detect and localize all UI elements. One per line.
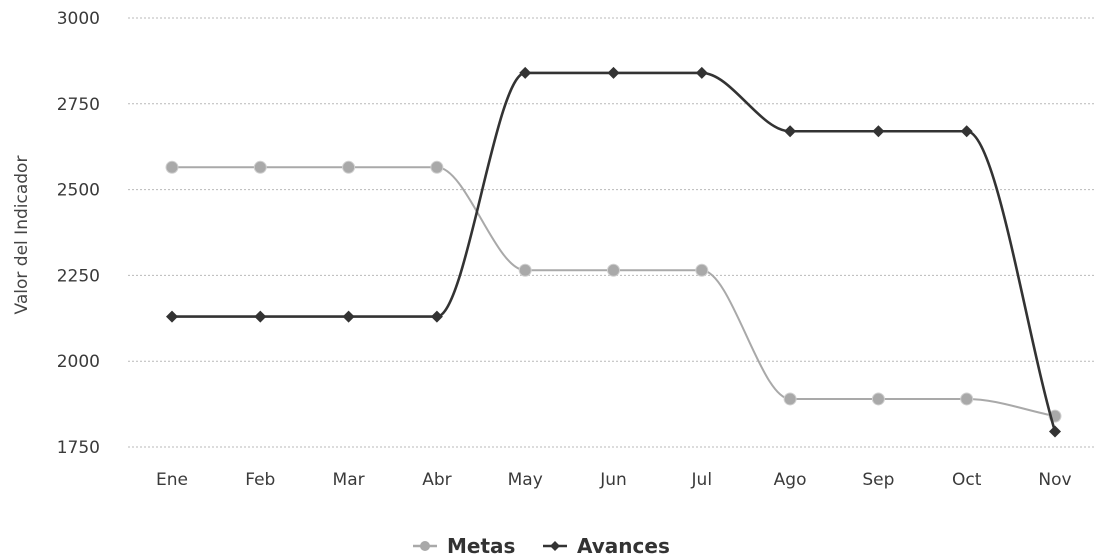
data-point[interactable] bbox=[695, 66, 708, 79]
y-tick-label: 1750 bbox=[57, 438, 100, 458]
data-point[interactable] bbox=[253, 160, 267, 174]
data-point[interactable] bbox=[783, 392, 797, 406]
data-point[interactable] bbox=[166, 310, 178, 323]
data-point[interactable] bbox=[960, 392, 974, 406]
legend-marker bbox=[420, 541, 430, 551]
data-point[interactable] bbox=[607, 66, 620, 79]
legend[interactable]: Metas Avances bbox=[413, 534, 670, 558]
x-axis-ticks: Ene Feb Mar Abr May Jun Jul Ago Sep Oct Nov bbox=[156, 470, 1072, 490]
x-tick-label: Ene bbox=[156, 470, 188, 490]
series-avances bbox=[166, 66, 1061, 438]
legend-item-metas[interactable]: Metas bbox=[413, 534, 515, 558]
x-tick-label: Ago bbox=[774, 470, 807, 490]
x-tick-label: Feb bbox=[245, 470, 275, 490]
legend-label: Metas bbox=[447, 534, 515, 558]
data-point[interactable] bbox=[960, 125, 973, 138]
y-tick-label: 2250 bbox=[57, 266, 100, 286]
data-point[interactable] bbox=[784, 125, 797, 138]
y-tick-label: 2000 bbox=[57, 352, 100, 372]
x-tick-label: Nov bbox=[1038, 470, 1071, 490]
data-point[interactable] bbox=[342, 160, 356, 174]
series-line bbox=[172, 71, 1057, 432]
y-tick-label: 2500 bbox=[57, 181, 100, 201]
data-point[interactable] bbox=[519, 66, 532, 79]
x-tick-label: Jul bbox=[691, 470, 713, 490]
data-point[interactable] bbox=[695, 263, 709, 277]
grid-lines bbox=[128, 17, 1095, 448]
y-axis-ticks: 1750 2000 2250 2500 2750 3000 bbox=[57, 9, 100, 458]
data-point[interactable] bbox=[607, 263, 620, 277]
data-point[interactable] bbox=[430, 310, 443, 323]
x-tick-label: Oct bbox=[952, 470, 982, 490]
data-point[interactable] bbox=[518, 263, 532, 277]
x-tick-label: Jun bbox=[599, 470, 627, 490]
legend-marker bbox=[550, 541, 560, 551]
data-point[interactable] bbox=[1049, 425, 1061, 438]
data-point[interactable] bbox=[342, 310, 355, 323]
x-tick-label: Sep bbox=[862, 470, 894, 490]
data-point[interactable] bbox=[254, 310, 267, 323]
x-tick-label: Abr bbox=[422, 470, 451, 490]
data-point[interactable] bbox=[872, 125, 885, 138]
data-point[interactable] bbox=[430, 160, 444, 174]
data-point[interactable] bbox=[871, 392, 885, 406]
series-lines bbox=[165, 66, 1062, 438]
x-tick-label: Mar bbox=[333, 470, 365, 490]
y-tick-label: 3000 bbox=[57, 9, 100, 29]
series-line bbox=[171, 166, 1056, 418]
x-tick-label: May bbox=[508, 470, 543, 490]
legend-label: Avances bbox=[577, 534, 670, 558]
legend-item-avances[interactable]: Avances bbox=[543, 534, 670, 558]
data-point[interactable] bbox=[165, 160, 179, 174]
series-metas bbox=[165, 160, 1062, 423]
y-tick-label: 2750 bbox=[57, 95, 100, 115]
y-axis-label: Valor del Indicador bbox=[12, 156, 32, 315]
